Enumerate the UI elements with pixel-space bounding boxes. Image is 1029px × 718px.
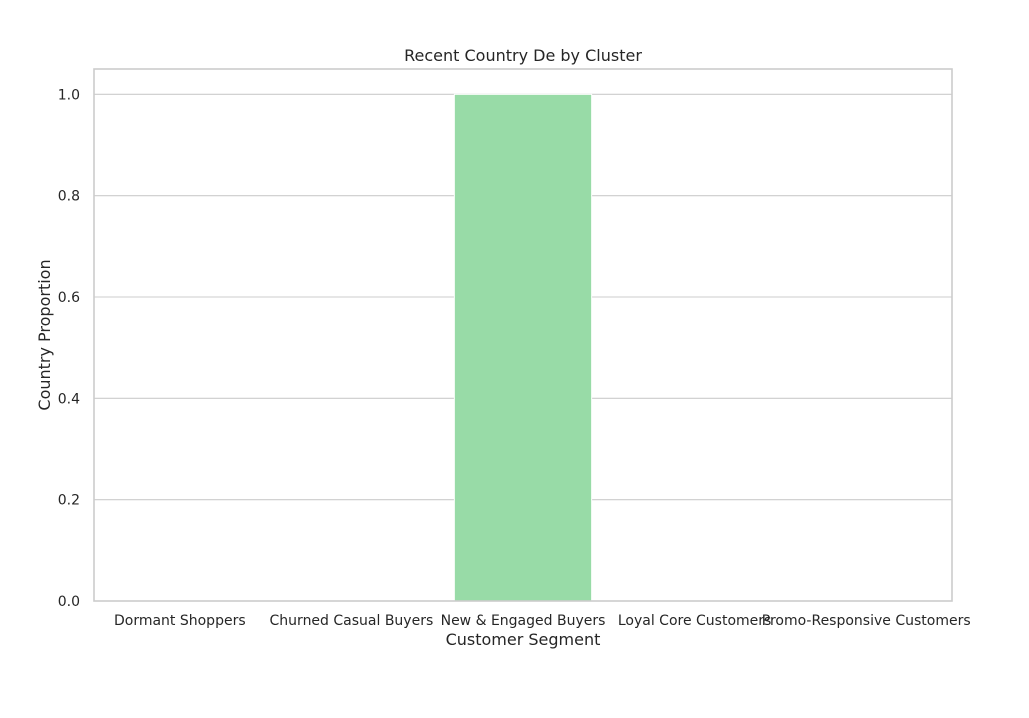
bar-2 xyxy=(453,93,593,602)
y-tick-label: 0.4 xyxy=(58,391,80,407)
plot-frame xyxy=(93,68,953,602)
y-tick-label: 0.0 xyxy=(58,594,80,610)
y-tick-label: 0.8 xyxy=(58,189,80,205)
x-tick-label: New & Engaged Buyers xyxy=(441,613,606,629)
x-axis-title: Customer Segment xyxy=(446,630,601,649)
y-tick-label: 1.0 xyxy=(58,87,80,103)
bars xyxy=(453,93,593,602)
x-tick-label: Promo-Responsive Customers xyxy=(762,613,971,629)
x-tick-label: Churned Casual Buyers xyxy=(270,613,434,629)
y-tick-labels: 0.0 0.2 0.4 0.6 0.8 1.0 xyxy=(58,87,80,610)
y-tick-label: 0.2 xyxy=(58,493,80,509)
x-tick-labels: Dormant Shoppers Churned Casual Buyers New… xyxy=(114,613,971,629)
x-tick-label: Dormant Shoppers xyxy=(114,613,246,629)
x-tick-label: Loyal Core Customers xyxy=(618,613,771,629)
y-tick-label: 0.6 xyxy=(58,290,80,306)
y-axis-title: Country Proportion xyxy=(35,259,54,410)
chart-title: Recent Country De by Cluster xyxy=(404,46,642,65)
